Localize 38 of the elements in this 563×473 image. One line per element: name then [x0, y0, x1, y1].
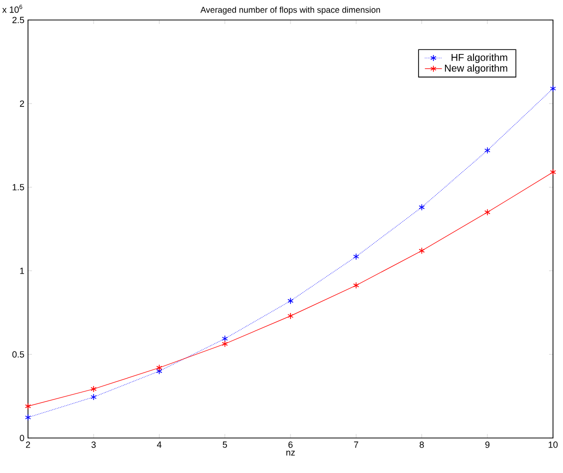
point [550, 85, 556, 92]
point [418, 204, 425, 211]
point [222, 340, 228, 348]
legend-label: New algorithm [444, 64, 508, 74]
point [25, 414, 31, 421]
point [222, 335, 228, 342]
x-tick-label: 10 [548, 442, 558, 448]
point [418, 247, 425, 254]
legend-label: HF algorithm [452, 54, 508, 63]
point [288, 297, 294, 304]
x-tick-label: 2 [26, 442, 30, 448]
x-tick-label: 6 [288, 442, 293, 448]
point [484, 208, 490, 216]
point [484, 147, 490, 154]
point [90, 386, 97, 392]
point [353, 282, 360, 289]
x-tick-label: 4 [156, 442, 162, 448]
point [156, 364, 162, 372]
x-tick-label: 9 [485, 442, 490, 448]
x-tick-label: 5 [222, 442, 227, 448]
y-tick-label: 2.5 [12, 16, 24, 24]
point [25, 402, 31, 410]
chart-title: Averaged number of flops with space dimension [200, 6, 380, 14]
x-tick-label: 8 [420, 442, 424, 448]
y-tick-label: 1.5 [12, 184, 24, 190]
text: x 10$^{6}$ [2, 4, 22, 13]
point [288, 312, 294, 320]
y-tick-label: 0.5 [12, 351, 24, 358]
x-tick-label: 7 [354, 442, 358, 448]
point [550, 168, 556, 176]
point [353, 253, 360, 260]
y-tick-label: 0 [20, 434, 24, 442]
point [90, 394, 97, 400]
y-tick-label: 1 [20, 268, 24, 274]
x-tick-label: 3 [91, 442, 96, 448]
point [156, 368, 162, 375]
x-axis-title: nz [286, 450, 295, 456]
y-tick-label: 2 [20, 100, 24, 107]
